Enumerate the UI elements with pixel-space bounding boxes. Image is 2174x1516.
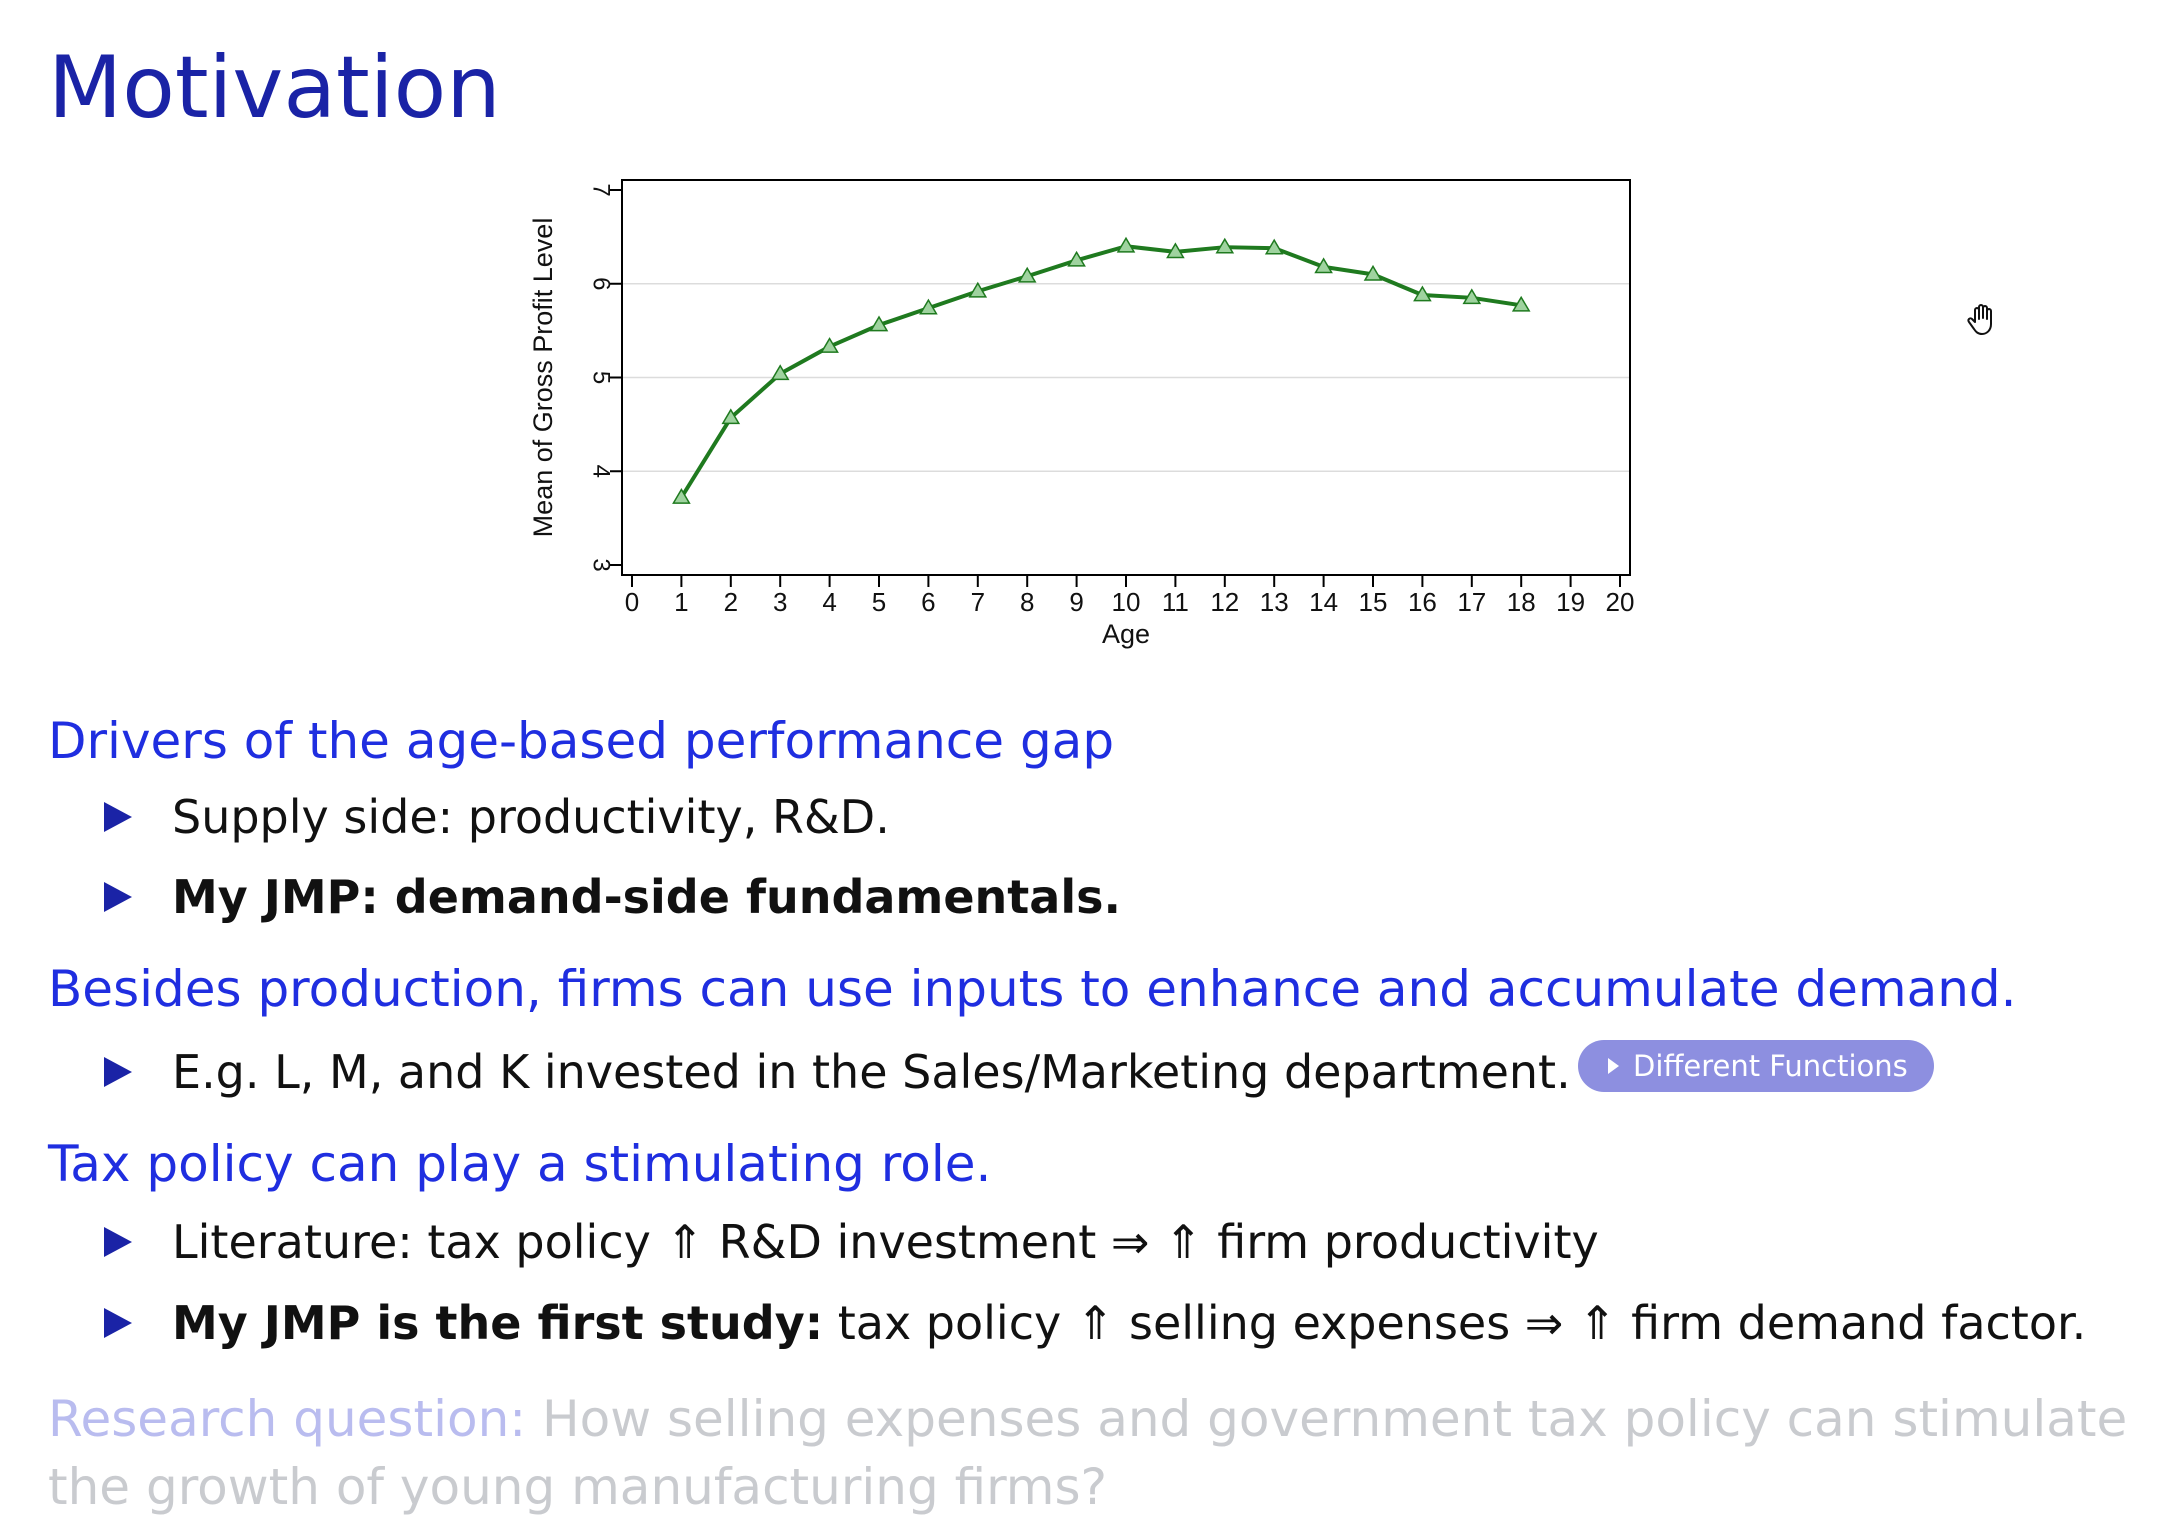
heading-drivers: Drivers of the age-based performance gap — [48, 712, 1115, 770]
x-tick-label: 10 — [1112, 587, 1141, 617]
x-tick-label: 0 — [625, 587, 639, 617]
bullet-triangle-icon — [104, 1308, 132, 1338]
x-tick-label: 15 — [1359, 587, 1388, 617]
x-tick-label: 3 — [773, 587, 787, 617]
bullet-text: tax policy ⇑ selling expenses ⇒ ⇑ firm d… — [823, 1296, 2087, 1350]
x-tick-label: 7 — [971, 587, 985, 617]
research-question-text: How selling expenses and government tax … — [526, 1390, 2128, 1448]
bullet-text: Literature: tax policy ⇑ R&D investment … — [172, 1215, 1599, 1269]
y-tick-label: 3 — [588, 558, 615, 571]
bullet-first-study: My JMP is the first study: tax policy ⇑ … — [104, 1296, 2086, 1350]
slide-title: Motivation — [48, 38, 501, 138]
data-point — [869, 315, 889, 332]
x-tick-label: 13 — [1260, 587, 1289, 617]
data-point — [721, 408, 741, 425]
x-tick-label: 17 — [1457, 587, 1486, 617]
different-functions-button[interactable]: Different Functions — [1578, 1040, 1934, 1092]
research-question-label: Research question: — [48, 1390, 527, 1448]
x-tick-label: 19 — [1556, 587, 1585, 617]
data-point — [1116, 236, 1136, 253]
data-point — [968, 281, 988, 298]
x-axis-label: Age — [1102, 619, 1150, 649]
bullet-triangle-icon — [104, 1227, 132, 1257]
bullet-literature: Literature: tax policy ⇑ R&D investment … — [104, 1215, 1599, 1269]
hand-cursor-icon — [1966, 302, 2000, 342]
data-point — [1017, 266, 1037, 283]
data-point — [919, 298, 938, 315]
bullet-text: My JMP: demand-side fundamentals. — [172, 870, 1121, 924]
x-tick-label: 4 — [822, 587, 836, 617]
data-point — [770, 364, 790, 381]
data-point — [1413, 285, 1432, 302]
bullet-text: Supply side: productivity, R&D. — [172, 790, 890, 844]
x-tick-label: 16 — [1408, 587, 1437, 617]
bullet-triangle-icon — [104, 1057, 132, 1087]
data-point — [672, 488, 691, 504]
bullet-sales-marketing: E.g. L, M, and K invested in the Sales/M… — [104, 1045, 1571, 1099]
y-axis-label: Mean of Gross Profit Level — [528, 218, 558, 538]
data-point — [1264, 238, 1284, 255]
data-point — [1511, 295, 1531, 312]
x-tick-label: 5 — [872, 587, 886, 617]
x-tick-label: 14 — [1309, 587, 1338, 617]
bullet-text: E.g. L, M, and K invested in the Sales/M… — [172, 1045, 1571, 1099]
button-label: Different Functions — [1633, 1049, 1908, 1083]
x-tick-label: 2 — [724, 587, 738, 617]
y-tick-label: 7 — [588, 183, 615, 196]
research-question-line2: the growth of young manufacturing firms? — [48, 1458, 1108, 1516]
research-question-line1: Research question: How selling expenses … — [48, 1390, 2127, 1448]
x-tick-label: 18 — [1507, 587, 1536, 617]
x-tick-label: 11 — [1162, 587, 1189, 617]
bullet-bold-text: My JMP is the first study: — [172, 1296, 824, 1350]
data-point — [1215, 237, 1235, 254]
x-tick-label: 6 — [921, 587, 935, 617]
bullet-triangle-icon — [104, 882, 132, 912]
x-tick-label: 8 — [1020, 587, 1034, 617]
x-tick-label: 1 — [674, 587, 688, 617]
bullet-my-jmp: My JMP: demand-side fundamentals. — [104, 870, 1121, 924]
data-point — [1462, 288, 1482, 305]
heading-tax-policy: Tax policy can play a stimulating role. — [48, 1135, 992, 1193]
data-point — [1363, 264, 1383, 281]
bullet-triangle-icon — [104, 802, 132, 832]
y-tick-label: 5 — [588, 371, 615, 384]
play-arrow-icon — [1608, 1058, 1619, 1074]
data-point — [1166, 242, 1185, 259]
x-tick-label: 9 — [1069, 587, 1083, 617]
x-tick-label: 20 — [1606, 587, 1635, 617]
data-point — [1067, 250, 1086, 267]
bullet-supply-side: Supply side: productivity, R&D. — [104, 790, 890, 844]
data-point — [820, 337, 839, 353]
y-tick-label: 4 — [588, 465, 615, 478]
heading-besides-production: Besides production, firms can use inputs… — [48, 960, 2017, 1018]
x-tick-label: 12 — [1210, 587, 1239, 617]
data-point — [1314, 257, 1333, 274]
y-tick-label: 6 — [588, 277, 615, 290]
